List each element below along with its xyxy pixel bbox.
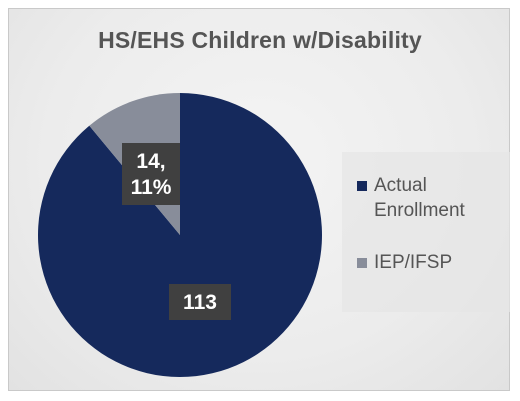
legend-label-line-1: Actual xyxy=(374,175,427,196)
legend-swatch-iep-ifsp xyxy=(357,258,367,268)
data-label-box-0 xyxy=(169,284,231,320)
legend-label-actual-enrollment: Actual Enrollment xyxy=(374,173,465,223)
data-label-1-line-2: 11% xyxy=(131,176,172,199)
legend-swatch-actual-enrollment xyxy=(357,181,367,191)
legend-label-line-2: Enrollment xyxy=(374,200,465,221)
pie-slices xyxy=(37,93,322,378)
pie-data-labels: 113 14, 11% xyxy=(122,143,231,320)
data-label-1-line-1: 14, xyxy=(136,150,165,173)
legend xyxy=(342,152,510,312)
chart-title: HS/EHS Children w/Disability xyxy=(98,27,422,53)
legend-label-iep-ifsp: IEP/IFSP xyxy=(374,252,453,273)
pie-slice-actual-enrollment xyxy=(37,93,322,378)
data-label-box-1 xyxy=(122,143,180,205)
data-label-0-line-1: 113 xyxy=(183,291,217,314)
